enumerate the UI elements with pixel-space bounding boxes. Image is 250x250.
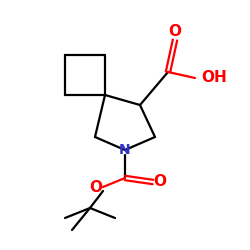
Text: O: O (168, 24, 181, 40)
Text: OH: OH (201, 70, 227, 86)
Text: N: N (119, 143, 131, 157)
Text: O: O (154, 174, 166, 190)
Text: O: O (90, 180, 102, 194)
